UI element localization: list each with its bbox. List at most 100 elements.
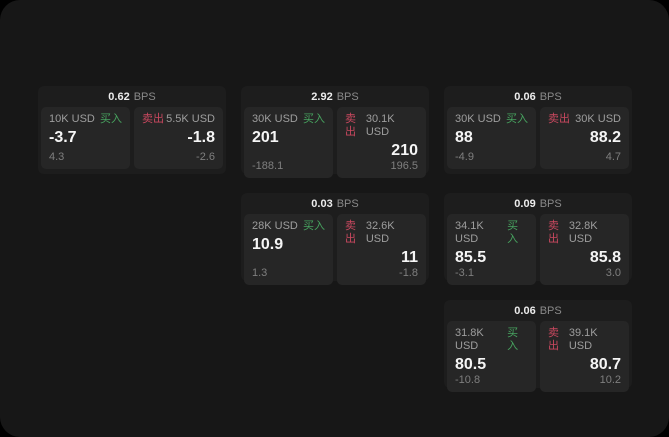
price-card-3: 0.06 BPS 30K USD 买入 88 -4.9 卖出 30K USD: [444, 86, 632, 174]
sell-amount: 30.1K USD: [365, 113, 395, 138]
bps-value: 0.03: [311, 197, 333, 210]
sell-label: 卖出: [142, 113, 164, 125]
sell-price: 210: [391, 142, 418, 159]
sell-top-row: 卖出 32.6K USD: [345, 220, 418, 246]
buy-label: 买入: [506, 113, 528, 125]
card-body: 31.8K USD 买入 80.5 -10.8 卖出 39.1K USD 80.…: [444, 321, 632, 397]
sell-price: -1.8: [187, 129, 215, 146]
buy-panel[interactable]: 10K USD 买入 -3.7 4.3: [41, 107, 130, 169]
buy-price: 88: [455, 129, 473, 146]
sell-price: 80.7: [589, 356, 621, 373]
bps-value: 2.92: [311, 90, 333, 103]
sell-panel[interactable]: 卖出 30.1K USD 210 196.5: [337, 107, 426, 178]
card-body: 34.1K USD 买入 85.5 -3.1 卖出 32.8K USD 85.8…: [444, 214, 632, 290]
sell-panel[interactable]: 卖出 30K USD 88.2 4.7: [540, 107, 629, 169]
buy-top-row: 31.8K USD 买入: [455, 327, 528, 353]
sell-panel[interactable]: 卖出 32.8K USD 85.8 3.0: [540, 214, 629, 285]
sell-top-row: 卖出 30.1K USD: [345, 113, 418, 139]
buy-delta: -4.9: [455, 151, 474, 163]
bps-header: 0.62 BPS: [38, 86, 226, 107]
sell-delta: 4.7: [605, 151, 621, 163]
card-body: 10K USD 买入 -3.7 4.3 卖出 5.5K USD -1.8 -2.…: [38, 107, 226, 174]
sell-amount: 32.8K USD: [568, 220, 598, 245]
buy-delta: -3.1: [455, 267, 474, 279]
bps-unit-label: BPS: [336, 90, 359, 103]
buy-label: 买入: [303, 113, 325, 125]
buy-panel[interactable]: 30K USD 买入 88 -4.9: [447, 107, 536, 169]
buy-amount: 30K USD: [252, 113, 298, 125]
sell-amount: 30K USD: [575, 113, 621, 125]
bps-unit-label: BPS: [539, 197, 562, 210]
buy-panel[interactable]: 28K USD 买入 10.9 1.3: [244, 214, 333, 285]
buy-amount: 10K USD: [49, 113, 95, 125]
sell-label: 卖出: [345, 113, 356, 138]
buy-price: 201: [252, 129, 279, 146]
card-body: 30K USD 买入 201 -188.1 卖出 30.1K USD 210 1…: [241, 107, 429, 183]
sell-delta: 10.2: [599, 374, 621, 386]
sell-label: 卖出: [548, 327, 559, 352]
sell-panel[interactable]: 卖出 39.1K USD 80.7 10.2: [540, 321, 629, 392]
sell-panel[interactable]: 卖出 5.5K USD -1.8 -2.6: [134, 107, 223, 169]
price-card-5: 0.09 BPS 34.1K USD 买入 85.5 -3.1 卖出 32.8K…: [444, 193, 632, 285]
buy-price: 85.5: [455, 249, 487, 266]
sell-top-row: 卖出 5.5K USD: [142, 113, 215, 126]
price-card-4: 0.03 BPS 28K USD 买入 10.9 1.3 卖出 32.6K US…: [241, 193, 429, 285]
buy-price: -3.7: [49, 129, 77, 146]
bps-value: 0.06: [514, 90, 536, 103]
card-body: 28K USD 买入 10.9 1.3 卖出 32.6K USD 11 -1.8: [241, 214, 429, 290]
buy-panel[interactable]: 30K USD 买入 201 -188.1: [244, 107, 333, 178]
bps-header: 2.92 BPS: [241, 86, 429, 107]
buy-panel[interactable]: 31.8K USD 买入 80.5 -10.8: [447, 321, 536, 392]
bps-header: 0.03 BPS: [241, 193, 429, 214]
sell-label: 卖出: [345, 220, 356, 245]
sell-delta: -2.6: [196, 151, 215, 163]
sell-top-row: 卖出 39.1K USD: [548, 327, 621, 353]
sell-top-row: 卖出 32.8K USD: [548, 220, 621, 246]
buy-top-row: 34.1K USD 买入: [455, 220, 528, 246]
buy-top-row: 10K USD 买入: [49, 113, 122, 126]
bps-unit-label: BPS: [336, 197, 359, 210]
sell-price: 11: [401, 249, 418, 266]
sell-label: 卖出: [548, 220, 559, 245]
buy-delta: 1.3: [252, 267, 268, 279]
price-card-2: 2.92 BPS 30K USD 买入 201 -188.1 卖出 30.1K …: [241, 86, 429, 178]
sell-amount: 32.6K USD: [365, 220, 395, 245]
buy-price: 10.9: [252, 236, 284, 253]
sell-delta: 196.5: [390, 160, 418, 172]
price-card-6: 0.06 BPS 31.8K USD 买入 80.5 -10.8 卖出 39.1…: [444, 300, 632, 392]
buy-amount: 28K USD: [252, 220, 298, 232]
buy-amount: 31.8K USD: [455, 327, 484, 352]
price-card-1: 0.62 BPS 10K USD 买入 -3.7 4.3 卖出 5.5K USD: [38, 86, 226, 174]
sell-delta: -1.8: [399, 267, 418, 279]
sell-delta: 3.0: [605, 267, 621, 279]
bps-value: 0.09: [514, 197, 536, 210]
bps-value: 0.06: [514, 304, 536, 317]
bps-value: 0.62: [108, 90, 130, 103]
sell-amount: 5.5K USD: [166, 113, 215, 125]
sell-panel[interactable]: 卖出 32.6K USD 11 -1.8: [337, 214, 426, 285]
buy-price: 80.5: [455, 356, 487, 373]
buy-top-row: 30K USD 买入: [455, 113, 528, 126]
bps-header: 0.06 BPS: [444, 300, 632, 321]
sell-amount: 39.1K USD: [568, 327, 598, 352]
bps-header: 0.06 BPS: [444, 86, 632, 107]
buy-delta: -10.8: [455, 374, 481, 386]
buy-label: 买入: [100, 113, 122, 125]
card-body: 30K USD 买入 88 -4.9 卖出 30K USD 88.2 4.7: [444, 107, 632, 174]
bps-header: 0.09 BPS: [444, 193, 632, 214]
buy-amount: 30K USD: [455, 113, 501, 125]
buy-top-row: 30K USD 买入: [252, 113, 325, 126]
buy-label: 买入: [303, 220, 325, 232]
buy-delta: -188.1: [252, 160, 284, 172]
sell-price: 85.8: [589, 249, 621, 266]
bps-unit-label: BPS: [539, 304, 562, 317]
sell-label: 卖出: [548, 113, 570, 125]
buy-label: 买入: [507, 327, 519, 352]
buy-panel[interactable]: 34.1K USD 买入 85.5 -3.1: [447, 214, 536, 285]
buy-amount: 34.1K USD: [455, 220, 484, 245]
bps-unit-label: BPS: [539, 90, 562, 103]
buy-top-row: 28K USD 买入: [252, 220, 325, 233]
sell-top-row: 卖出 30K USD: [548, 113, 621, 126]
